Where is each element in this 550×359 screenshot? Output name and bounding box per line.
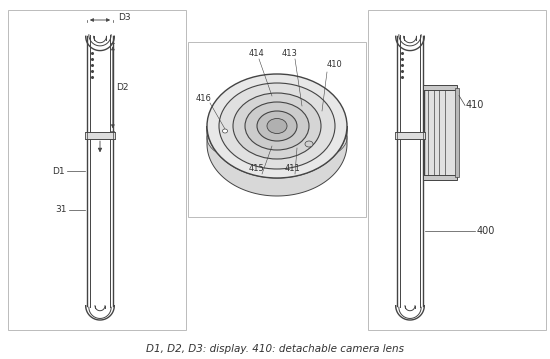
Bar (368, 10, 546, 330)
Text: D3: D3 (118, 14, 131, 23)
Text: D2: D2 (116, 83, 128, 92)
Text: 415: 415 (249, 164, 265, 173)
Bar (85, 132, 115, 139)
Text: 411: 411 (285, 164, 301, 173)
Bar (8, 10, 186, 330)
Text: D1: D1 (52, 167, 65, 176)
Bar (424, 88, 456, 177)
Ellipse shape (233, 93, 321, 159)
Text: 410: 410 (327, 60, 343, 69)
Ellipse shape (257, 111, 297, 141)
Ellipse shape (267, 118, 287, 134)
Bar (395, 132, 425, 139)
Bar (423, 175, 457, 180)
Ellipse shape (223, 129, 228, 133)
Polygon shape (207, 126, 347, 196)
Bar (188, 42, 366, 217)
Bar (455, 88, 459, 177)
Ellipse shape (245, 102, 309, 150)
Ellipse shape (305, 141, 313, 147)
Text: 31: 31 (56, 205, 67, 214)
Text: D1, D2, D3: display. 410: detachable camera lens: D1, D2, D3: display. 410: detachable cam… (146, 344, 404, 354)
Ellipse shape (219, 83, 335, 169)
Bar (423, 85, 457, 89)
Text: 400: 400 (477, 225, 496, 236)
Text: 416: 416 (196, 94, 212, 103)
Ellipse shape (207, 74, 347, 178)
Text: 414: 414 (249, 49, 265, 58)
Text: 410: 410 (466, 101, 485, 111)
Text: 413: 413 (282, 49, 298, 58)
